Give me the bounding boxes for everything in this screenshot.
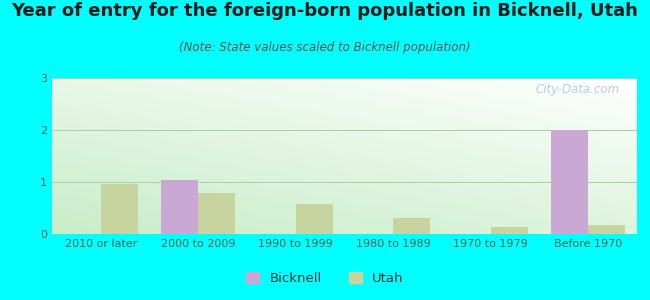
Legend: Bicknell, Utah: Bicknell, Utah (241, 267, 409, 290)
Text: (Note: State values scaled to Bicknell population): (Note: State values scaled to Bicknell p… (179, 40, 471, 53)
Bar (161, 180, 198, 234)
Text: City-Data.com: City-Data.com (536, 83, 619, 96)
Bar (198, 194, 235, 234)
Bar (551, 130, 588, 234)
Bar (101, 184, 138, 234)
Bar (296, 204, 333, 234)
Bar (393, 218, 430, 234)
Bar (491, 227, 528, 234)
Text: Year of entry for the foreign-born population in Bicknell, Utah: Year of entry for the foreign-born popul… (12, 2, 638, 20)
Bar (588, 225, 625, 234)
